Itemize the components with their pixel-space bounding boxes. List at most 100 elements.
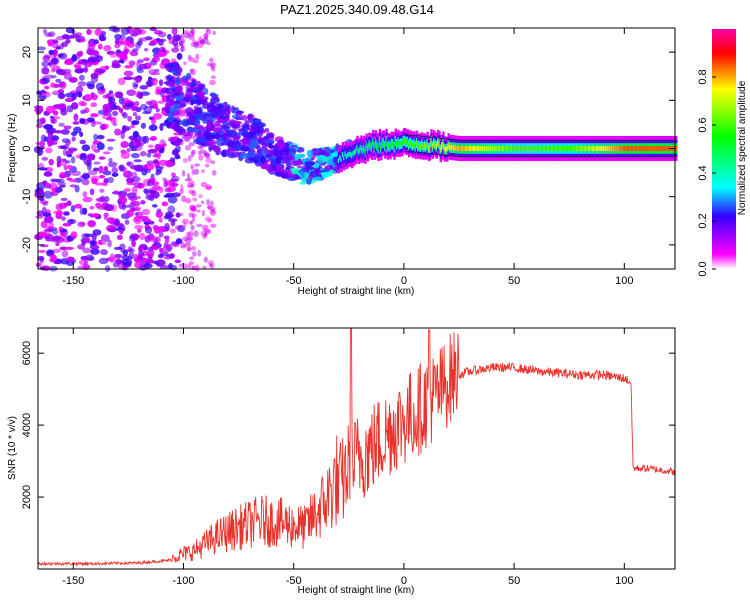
spectrogram-cell [108,96,116,104]
spectrogram-cell [210,75,216,80]
spectrogram-cell [171,149,179,156]
spectrogram-cell [122,39,131,46]
spectrogram-cell [193,230,199,238]
spectrogram-cell [79,131,84,137]
spectrogram-cell [131,145,139,149]
spectrogram-ridge-cell [540,146,543,151]
spectrogram-cell [188,180,195,185]
spectrogram-ridge-cell [577,146,580,151]
spectrogram-ridge-cell [569,146,572,151]
spectrogram-cell [189,221,193,225]
spectrogram-y-label: Frequency (Hz) [7,114,18,183]
spectrogram-cell [120,26,130,35]
spectrogram-ridge-cell [619,146,622,151]
spectrogram-cell [324,164,334,171]
spectrogram-ridge-cell [481,146,485,151]
spectrogram-ridge-cell [430,139,433,145]
spectrogram-cell [55,203,64,211]
spectrogram-ridge-cell [476,146,480,151]
spectrogram-ridge-cell [382,140,386,146]
spectrogram-ridge-cell [477,146,481,151]
spectrogram-cell [107,239,112,248]
spectrogram-cell [163,242,169,249]
spectrogram-cell [126,89,137,97]
spectrogram-ridge-cell [575,146,579,151]
spectrogram-cell [188,57,195,63]
spectrogram-cell [41,156,48,161]
spectrogram-cell [104,106,113,113]
spectrogram-cell [155,236,161,244]
spectrogram-ridge-edge-bottom [403,151,673,158]
spectrogram-ridge-cell [339,155,342,160]
spectrogram-cell [73,126,82,134]
spectrogram-cell [44,85,50,90]
spectrogram-cell [180,33,185,41]
spectrogram-cell [163,235,170,240]
spectrogram-cell [135,141,142,147]
spectrogram-ridge-cell [349,151,353,157]
spectrogram-cell [63,202,69,207]
spectrogram-ridge-cell [675,146,678,151]
spectrogram-y-tick-label: 10 [21,94,33,106]
spectrogram-cell [247,151,255,158]
spectrogram-ridge-cell [667,146,670,151]
spectrogram-cell [40,220,48,229]
spectrogram-ridge-cell [434,142,437,148]
spectrogram-ridge-cell [489,146,493,151]
spectrogram-cell [190,27,195,34]
spectrogram-cell [194,118,199,126]
spectrogram-cell [332,147,340,152]
spectrogram-cell [134,206,142,212]
spectrogram-ridge-cell [462,146,465,151]
spectrogram-cell [120,151,130,159]
spectrogram-ridge-cell [563,146,567,151]
spectrogram-cell [155,165,163,173]
spectrogram-cell [44,32,54,37]
spectrogram-ridge-cell [413,141,416,147]
spectrogram-cell [87,213,94,217]
spectrogram-cell [309,170,319,178]
spectrogram-cell [92,229,102,236]
spectrogram-ridge-cell [362,145,366,151]
spectrogram-cell [133,101,140,107]
spectrogram-ridge-edge-top [403,135,673,141]
spectrogram-cell [191,213,197,218]
spectrogram-cell [180,184,184,191]
spectrogram-cell [41,92,46,97]
spectrogram-ridge-cell [345,154,349,159]
spectrogram-cell [186,111,193,117]
spectrogram-cell [61,216,66,221]
spectrogram-ridge-cell [343,155,346,161]
spectrogram-cell [134,215,141,222]
spectrogram-ridge-cell [485,146,489,151]
spectrogram-cell [68,218,74,225]
spectrogram-cell [157,225,166,233]
spectrogram-ridge-cell [555,146,559,151]
spectrogram-ridge-cell [427,146,431,151]
spectrogram-cell [209,93,219,98]
spectrogram-ridge-cell [429,145,432,151]
spectrogram-cell [168,179,175,187]
spectrogram-cell [197,249,202,257]
spectrogram-cell [61,34,70,40]
spectrogram-cell [164,187,172,193]
spectrogram-cell [66,150,74,154]
spectrogram-cell [40,117,46,125]
spectrogram-cell [130,124,135,129]
spectrogram-cell [65,246,74,251]
spectrogram-cell [150,72,161,76]
spectrogram-cell [202,232,208,239]
spectrogram-ridge-cell [442,141,445,147]
spectrogram-cell [187,177,193,182]
spectrogram-cell [58,122,66,127]
spectrogram-cell [230,151,241,158]
spectrogram-cell [123,170,129,175]
spectrogram-cell [48,140,54,147]
spectrogram-ridge-cell [381,140,384,146]
spectrogram-ridge-cell [473,146,477,151]
spectrogram-ridge-cell [403,138,407,143]
spectrogram-cell [240,152,246,157]
spectrogram-cell [240,146,250,152]
spectrogram-cell [212,30,216,36]
spectrogram-cell [304,158,311,162]
